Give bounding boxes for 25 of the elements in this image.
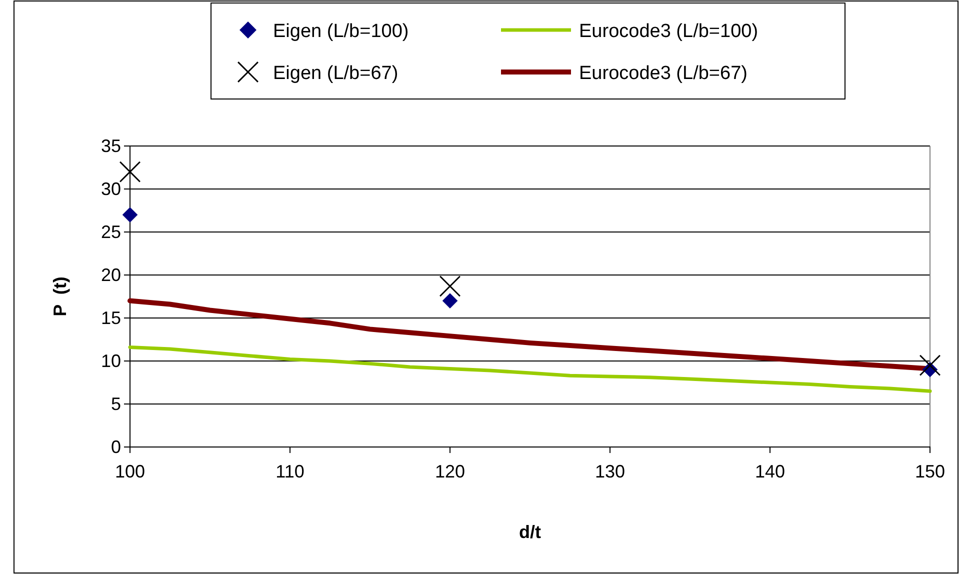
y-axis-title: P (t) bbox=[50, 276, 70, 316]
x-tick-label: 130 bbox=[594, 462, 626, 482]
y-tick-label: 5 bbox=[110, 394, 121, 414]
y-tick-label: 10 bbox=[100, 350, 121, 371]
x-tick-label: 100 bbox=[114, 462, 146, 482]
legend-label: Eurocode3 (L/b=67) bbox=[579, 63, 748, 84]
point bbox=[919, 354, 941, 376]
legend-label: Eurocode3 (L/b=100) bbox=[579, 21, 758, 42]
point bbox=[442, 293, 458, 308]
y-tick-label: 25 bbox=[100, 222, 121, 242]
point bbox=[439, 275, 461, 297]
y-tick-label: 30 bbox=[100, 178, 121, 199]
y-tick-label: 35 bbox=[100, 136, 121, 156]
legend-label: Eigen (L/b=100) bbox=[273, 21, 409, 42]
y-tick-label: 20 bbox=[100, 264, 121, 285]
x-tick-label: 120 bbox=[434, 462, 466, 482]
legend-label: Eigen (L/b=67) bbox=[273, 63, 398, 84]
x-axis-title: d/t bbox=[519, 522, 541, 542]
x-tick-label: 150 bbox=[914, 462, 946, 482]
point bbox=[119, 161, 141, 182]
x-tick-label: 140 bbox=[754, 462, 786, 482]
y-tick-label: 15 bbox=[100, 308, 121, 328]
y-tick-label: 0 bbox=[110, 436, 121, 457]
point bbox=[122, 207, 138, 222]
x-tick-label: 110 bbox=[276, 462, 304, 482]
